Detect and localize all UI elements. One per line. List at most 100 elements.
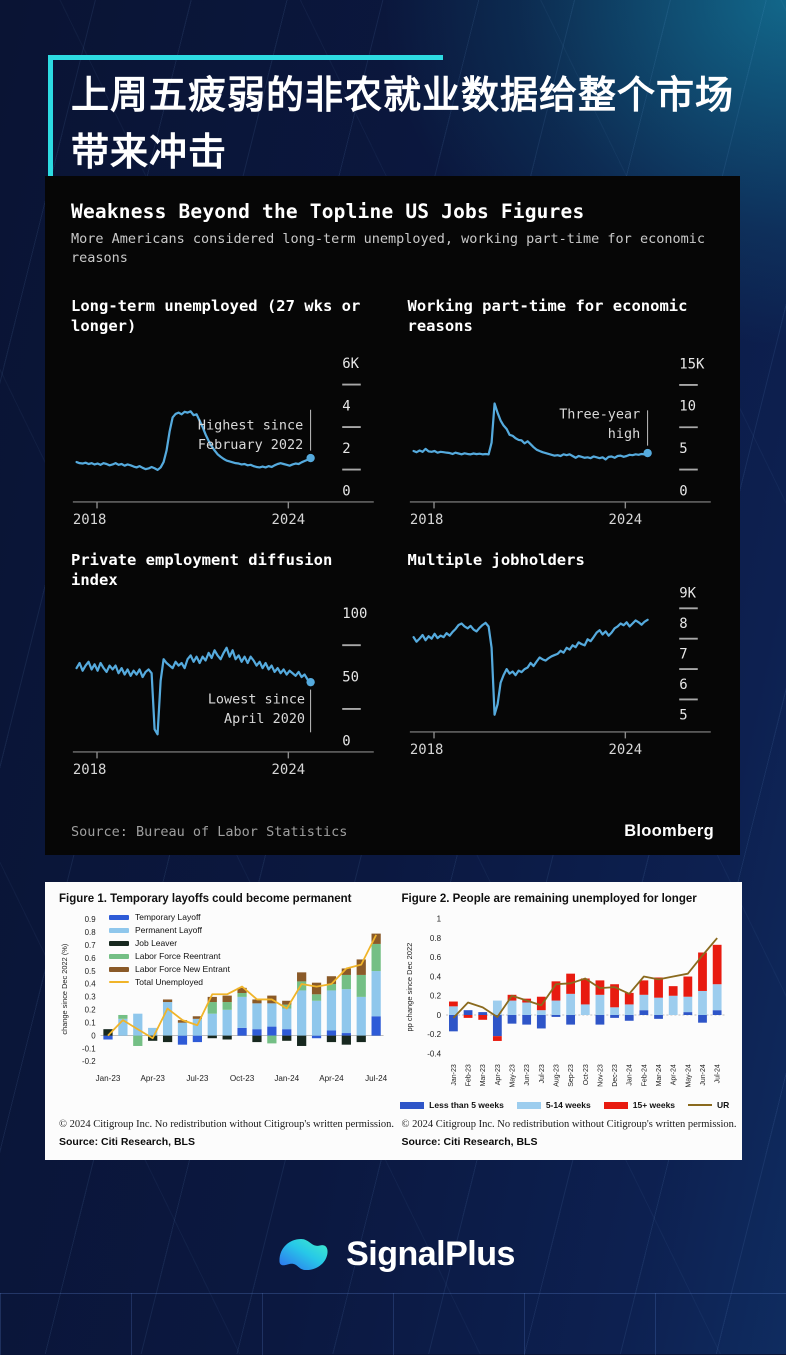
headline-line2: 带来冲击 [71,130,228,174]
svg-text:5: 5 [679,707,687,723]
bloomberg-subtitle: More Americans considered long-term unem… [71,231,705,266]
svg-text:0.9: 0.9 [85,915,97,924]
svg-text:0.1: 0.1 [85,1018,97,1027]
svg-text:4: 4 [342,398,350,414]
legend-item: 15+ weeks [603,1100,675,1110]
svg-text:-0.1: -0.1 [82,1044,96,1053]
legend-item: Less than 5 weeks [400,1100,504,1110]
svg-text:Oct-23: Oct-23 [582,1064,589,1085]
figure-1: Figure 1. Temporary layoffs could become… [51,886,394,1156]
svg-text:Jan-23: Jan-23 [96,1074,121,1083]
legend-item: Labor Force Reentrant [109,951,230,961]
legend-item: 5-14 weeks [516,1100,591,1110]
legend-item: Job Leaver [109,938,230,948]
svg-text:Jan-24: Jan-24 [274,1074,299,1083]
svg-text:15K: 15K [679,356,705,372]
multiple-jobholders-chart: 2018 2024 9K 8 7 6 5 [409,585,711,758]
chart-cell-multiple-jobholders: Multiple jobholders 2018 2024 9K 8 7 6 5 [408,550,715,780]
svg-text:Apr-23: Apr-23 [494,1064,501,1085]
bloomberg-footer: Source: Bureau of Labor Statistics Bloom… [71,822,714,841]
legend-label: Total Unemployed [135,977,204,987]
bloomberg-panel: Weakness Beyond the Topline US Jobs Figu… [45,176,740,855]
figure-2-chart: 1 0.8 0.6 0.4 0.2 0 -0.2 -0.4 pp change since De… [405,915,724,1088]
svg-text:Apr-23: Apr-23 [141,1074,166,1083]
svg-text:7: 7 [679,646,687,662]
svg-text:-0.2: -0.2 [427,1030,441,1039]
citi-panel: Figure 1. Temporary layoffs could become… [45,882,742,1160]
svg-text:-0.2: -0.2 [82,1057,96,1066]
chart-cell-part-time: Working part-time for economic reasons 2… [408,296,715,530]
legend-swatch [109,927,129,933]
legend-swatch [109,914,129,920]
svg-text:May-24: May-24 [685,1064,692,1087]
svg-text:0: 0 [91,1031,96,1040]
headline-text: 上周五疲弱的非农就业数据给整个市场 带来冲击 [71,67,741,181]
svg-text:Apr-24: Apr-24 [319,1074,344,1083]
svg-text:0: 0 [342,483,350,499]
figure-2-copyright: © 2024 Citigroup Inc. No redistribution … [401,1119,737,1130]
diffusion-index-chart: 2018 2024 100 50 0 Lowest since April 2020 [73,606,374,778]
svg-text:Jul-24: Jul-24 [714,1064,721,1083]
svg-text:50: 50 [342,670,359,686]
svg-text:-0.4: -0.4 [427,1049,441,1058]
legend-label: Temporary Layoff [135,912,201,922]
figure-1-title: Figure 1. Temporary layoffs could become… [59,893,352,905]
bloomberg-title: Weakness Beyond the Topline US Jobs Figu… [71,200,585,223]
chart-title: Multiple jobholders [407,550,585,569]
svg-text:high: high [607,427,639,442]
figure-2-source: Source: Citi Research, BLS [401,1136,538,1148]
headline-line1: 上周五疲弱的非农就业数据给整个市场 [71,73,735,117]
legend-item: Temporary Layoff [109,912,230,922]
bloomberg-source: Source: Bureau of Labor Statistics [71,824,348,840]
svg-text:Apr-24: Apr-24 [670,1064,677,1085]
figure-1-chart: 0.9 0.8 0.7 0.6 0.5 0.4 0.3 0.2 0.1 0 -0.1 -0.2 chan… [60,915,388,1083]
svg-text:2018: 2018 [409,742,443,758]
svg-text:0: 0 [342,733,350,749]
signalplus-logo-icon [279,1238,328,1271]
svg-text:0.2: 0.2 [85,1006,96,1015]
svg-text:9K: 9K [679,585,696,601]
svg-text:Mar-23: Mar-23 [480,1064,487,1086]
legend-item: Total Unemployed [109,977,230,987]
svg-text:5: 5 [679,441,687,457]
svg-text:Jul-23: Jul-23 [186,1074,209,1083]
svg-text:February 2022: February 2022 [198,438,303,453]
svg-text:Sep-23: Sep-23 [568,1064,575,1087]
svg-text:2024: 2024 [608,742,642,758]
legend-swatch [688,1104,713,1106]
chart-title: Long-term unemployed (27 wks or longer) [71,296,361,335]
svg-text:Mar-24: Mar-24 [656,1064,663,1086]
svg-text:0.4: 0.4 [429,972,441,981]
chart-cell-diffusion-index: Private employment diffusion index 2018 2… [71,550,378,780]
svg-text:0.6: 0.6 [85,954,97,963]
svg-text:10: 10 [679,399,696,415]
svg-text:Jul-24: Jul-24 [365,1074,388,1083]
figure-1-source: Source: Citi Research, BLS [59,1136,195,1148]
svg-text:2018: 2018 [73,512,107,528]
svg-text:Aug-23: Aug-23 [553,1064,560,1087]
legend-swatch [516,1101,541,1109]
long-term-unemployed-chart: 2018 2024 6K 4 2 0 Highest since February 2022 [73,356,374,528]
signalplus-logo-text: SignalPlus [346,1234,515,1273]
chart-title: Private employment diffusion index [71,550,333,589]
svg-text:Nov-23: Nov-23 [597,1064,604,1087]
legend-label: Labor Force Reentrant [135,951,221,961]
figure-1-copyright: © 2024 Citigroup Inc. No redistribution … [59,1119,395,1130]
legend-swatch [109,953,129,959]
bloomberg-logo: Bloomberg [624,822,714,840]
svg-text:April 2020: April 2020 [224,712,305,727]
chart-cell-long-term-unemployed: Long-term unemployed (27 wks or longer) … [71,296,378,530]
svg-text:0.3: 0.3 [85,993,97,1002]
svg-text:May-23: May-23 [509,1064,516,1087]
svg-text:2024: 2024 [272,762,306,778]
svg-text:0.8: 0.8 [429,934,441,943]
svg-text:change since Dec 2022 (%): change since Dec 2022 (%) [60,944,69,1035]
figure-2-title: Figure 2. People are remaining unemploye… [401,893,697,905]
legend-item: Permanent Layoff [109,925,230,935]
svg-text:6K: 6K [342,356,359,372]
svg-text:Three-year: Three-year [559,407,640,422]
svg-text:8: 8 [679,616,687,632]
figure-1-legend: Temporary Layoff Permanent Layoff Job Leav… [109,912,230,987]
part-time-economic-chart: 2018 2024 15K 10 5 0 Three-year high [409,356,711,528]
bloomberg-chart-grid: Long-term unemployed (27 wks or longer) … [71,296,714,800]
